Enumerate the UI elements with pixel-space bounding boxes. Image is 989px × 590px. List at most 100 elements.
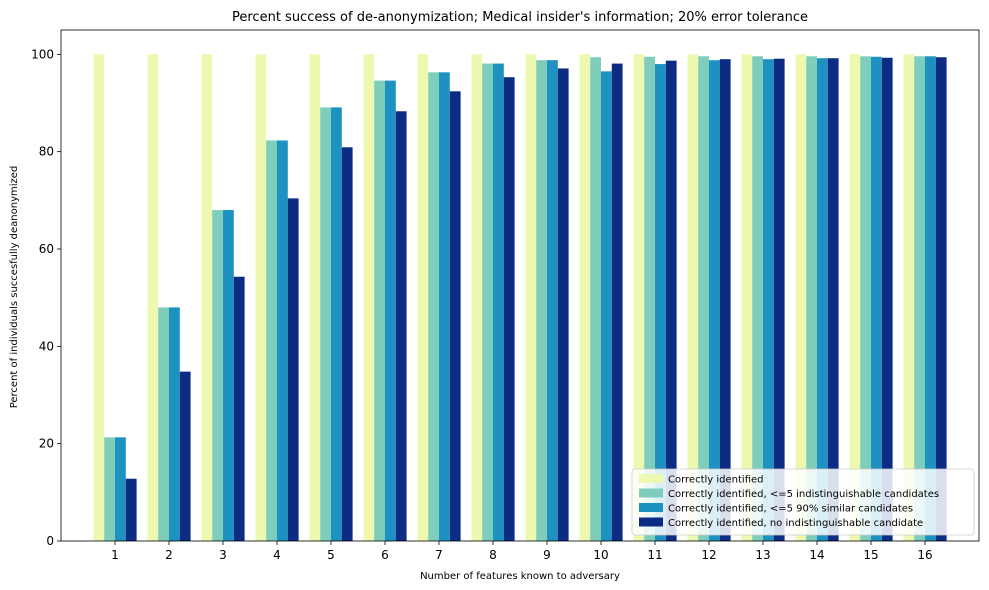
- legend-swatch: [639, 474, 663, 483]
- bar-series-4-cat-3: [233, 276, 245, 541]
- y-tick-label: 20: [39, 437, 54, 451]
- bar-series-1-cat-5: [309, 54, 321, 541]
- bar-series-1-cat-4: [255, 54, 267, 541]
- bar-series-1-cat-6: [363, 54, 375, 541]
- bar-series-1-cat-14: [795, 54, 807, 541]
- plot-frame: [60, 29, 980, 542]
- legend-label: Correctly identified, no indistinguishab…: [668, 518, 923, 529]
- bar-series-2-cat-12: [698, 56, 709, 541]
- x-tick-label: 5: [327, 548, 335, 562]
- bar-series-1-cat-11: [633, 54, 645, 541]
- bar-series-3-cat-9: [547, 60, 558, 542]
- x-tick-label: 16: [917, 548, 932, 562]
- bar-series-4-cat-14: [827, 58, 839, 541]
- bar-series-1-cat-13: [741, 54, 753, 541]
- bar-series-2-cat-8: [482, 63, 493, 541]
- bar-series-4-cat-4: [287, 198, 299, 541]
- bar-series-4-cat-9: [557, 68, 569, 541]
- x-tick-label: 13: [755, 548, 770, 562]
- legend-swatch: [639, 488, 663, 498]
- bar-series-1-cat-16: [903, 54, 915, 541]
- y-tick-label: 0: [46, 534, 54, 548]
- bar-series-2-cat-16: [914, 56, 925, 541]
- bar-series-4-cat-12: [719, 59, 731, 541]
- bar-series-4-cat-5: [341, 147, 353, 542]
- bar-series-4-cat-11: [665, 60, 677, 541]
- bar-series-1-cat-8: [471, 54, 483, 541]
- bar-series-3-cat-4: [277, 140, 288, 541]
- bars-group: [93, 54, 947, 542]
- x-tick-label: 11: [647, 548, 662, 562]
- y-axis-label: Percent of individuals succesfully deano…: [9, 166, 20, 409]
- bar-series-3-cat-14: [817, 58, 828, 541]
- bar-series-2-cat-3: [212, 210, 223, 541]
- bar-series-3-cat-13: [763, 59, 774, 541]
- bar-series-4-cat-16: [935, 57, 947, 541]
- x-tick-label: 1: [111, 548, 119, 562]
- x-tick-label: 14: [809, 548, 824, 562]
- legend-label: Correctly identified, <=5 90% similar ca…: [668, 504, 913, 515]
- bar-series-1-cat-12: [687, 54, 699, 541]
- legend-label: Correctly identified, <=5 indistinguisha…: [668, 489, 939, 500]
- x-tick-label: 10: [593, 548, 608, 562]
- bar-series-4-cat-8: [503, 77, 515, 542]
- bar-series-1-cat-3: [201, 54, 213, 541]
- y-tick-label: 40: [39, 339, 54, 353]
- bar-series-1-cat-7: [417, 54, 429, 541]
- bar-series-1-cat-1: [93, 54, 105, 541]
- bar-series-2-cat-9: [536, 60, 547, 542]
- bar-series-3-cat-3: [223, 210, 234, 541]
- x-axis-label: Number of features known to adversary: [420, 571, 620, 582]
- x-tick-label: 3: [219, 548, 227, 562]
- bar-series-1-cat-9: [525, 54, 537, 541]
- x-tick-label: 9: [543, 548, 551, 562]
- bar-series-2-cat-10: [590, 57, 601, 541]
- bar-series-3-cat-2: [169, 307, 180, 541]
- x-tick-label: 12: [701, 548, 716, 562]
- legend: Correctly identified Correctly identified…: [631, 468, 975, 536]
- chart-title: Percent success of de-anonymization; Med…: [232, 10, 808, 25]
- bar-series-2-cat-2: [158, 307, 169, 541]
- bar-series-1-cat-2: [147, 54, 159, 541]
- bar-series-4-cat-10: [611, 63, 623, 541]
- bar-series-3-cat-7: [439, 72, 450, 541]
- legend-swatch: [639, 517, 663, 527]
- bar-series-3-cat-16: [925, 56, 936, 541]
- bar-series-2-cat-13: [752, 56, 763, 541]
- bar-series-3-cat-1: [115, 437, 126, 541]
- x-tick-label: 6: [381, 548, 389, 562]
- y-tick-label: 80: [39, 145, 54, 159]
- bar-series-2-cat-1: [104, 437, 115, 541]
- bar-series-2-cat-15: [860, 56, 871, 541]
- legend-swatch: [639, 503, 663, 512]
- bar-series-4-cat-1: [125, 478, 137, 541]
- bar-series-2-cat-7: [428, 72, 439, 541]
- x-tick-label: 4: [273, 548, 281, 562]
- bar-series-4-cat-6: [395, 111, 407, 542]
- bar-series-2-cat-6: [374, 80, 385, 542]
- bar-series-3-cat-11: [655, 64, 666, 541]
- x-tick-label: 8: [489, 548, 497, 562]
- bar-series-4-cat-7: [449, 91, 461, 541]
- bar-series-4-cat-15: [881, 57, 893, 542]
- bar-series-3-cat-6: [385, 80, 396, 542]
- bar-series-1-cat-15: [849, 54, 861, 541]
- y-tick-label: 100: [31, 47, 54, 61]
- bar-series-3-cat-5: [331, 107, 342, 541]
- bar-series-2-cat-5: [320, 107, 331, 541]
- bar-series-4-cat-2: [179, 371, 191, 541]
- legend-label: Correctly identified: [668, 475, 764, 486]
- bar-series-2-cat-11: [644, 56, 655, 542]
- bar-series-1-cat-10: [579, 54, 591, 541]
- bar-series-3-cat-10: [601, 71, 612, 542]
- x-tick-label: 2: [165, 548, 173, 562]
- x-tick-label: 7: [435, 548, 443, 562]
- x-tick-label: 15: [863, 548, 878, 562]
- bar-series-2-cat-14: [806, 56, 817, 541]
- bar-series-2-cat-4: [266, 140, 277, 541]
- bar-series-3-cat-8: [493, 63, 504, 541]
- bar-series-4-cat-13: [773, 58, 785, 542]
- bar-series-3-cat-15: [871, 56, 882, 542]
